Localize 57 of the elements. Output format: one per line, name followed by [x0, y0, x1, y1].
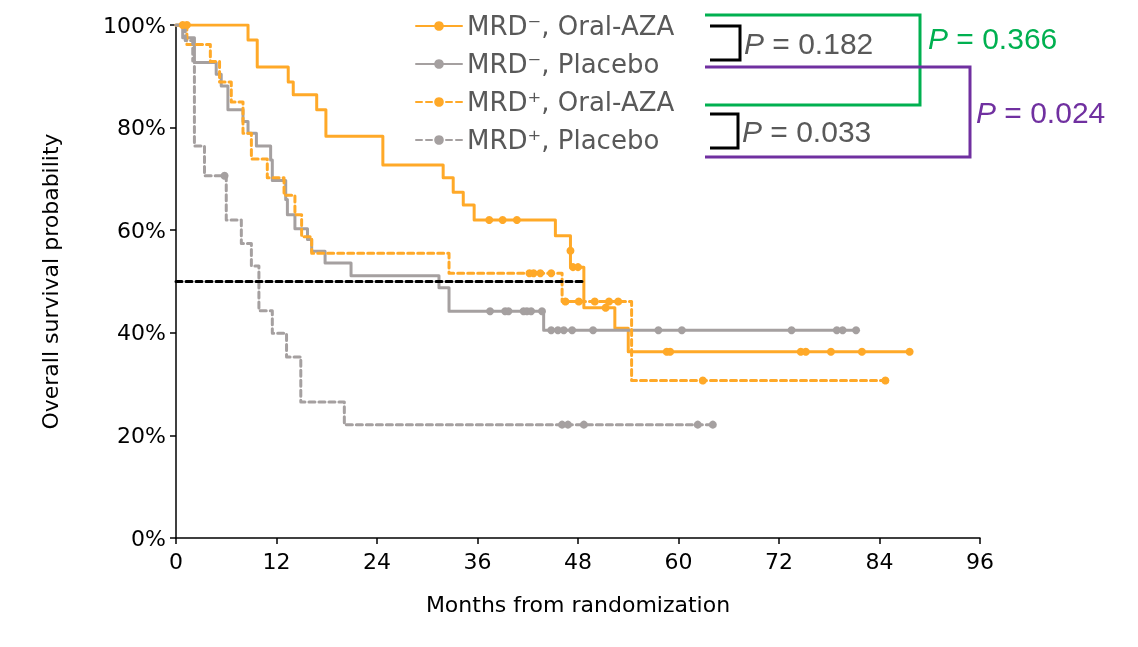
point: [677, 326, 686, 335]
y-tick-label: 40%: [117, 320, 166, 346]
legend-label: MRD⁻, Oral-AZA: [467, 11, 675, 41]
point: [486, 307, 495, 316]
x-tick-label: 48: [564, 548, 592, 574]
point: [857, 347, 866, 356]
point: [605, 297, 613, 306]
point: [547, 269, 556, 278]
point: [838, 326, 847, 335]
x-axis-title: Months from randomization: [425, 591, 731, 617]
point: [698, 376, 707, 385]
point: [654, 326, 663, 335]
point: [485, 215, 494, 224]
x-tick-label: 36: [463, 548, 492, 574]
point: [561, 297, 570, 306]
point: [590, 297, 599, 306]
legend-label: MRD⁺, Placebo: [467, 125, 660, 155]
annotation: P = 0.033: [742, 114, 872, 148]
x-tick-label: 72: [765, 548, 793, 574]
point: [787, 326, 796, 335]
x-tick-label: 12: [262, 548, 291, 574]
point: [708, 420, 717, 429]
point: [568, 326, 577, 335]
point: [574, 263, 582, 272]
legend-label: MRD⁺, Oral-AZA: [467, 87, 675, 117]
point: [905, 347, 914, 356]
x-tick-label: 0: [169, 548, 183, 574]
point: [566, 246, 575, 255]
point: [498, 215, 507, 224]
point: [538, 307, 546, 316]
point: [852, 326, 861, 335]
point: [614, 297, 623, 306]
point: [693, 420, 702, 429]
annotation: P = 0.182: [744, 26, 874, 60]
point: [826, 347, 835, 356]
y-axis-title: Overall survival probability: [37, 133, 63, 430]
point: [547, 326, 556, 335]
point: [220, 171, 229, 180]
y-tick-label: 0%: [131, 525, 166, 551]
x-tick-label: 84: [865, 548, 894, 574]
y-tick-label: 60%: [117, 217, 166, 243]
y-tick-label: 20%: [117, 422, 166, 448]
legend-label: MRD⁻, Placebo: [467, 49, 660, 79]
x-tick-label: 96: [966, 548, 994, 574]
annotation: P = 0.366: [928, 21, 1058, 55]
x-tick-label: 24: [363, 548, 391, 574]
point: [574, 297, 583, 306]
x-tick-label: 60: [664, 548, 693, 574]
annotation: P = 0.024: [976, 95, 1106, 129]
point: [579, 420, 588, 429]
point: [601, 303, 610, 312]
y-tick-label: 80%: [117, 115, 166, 141]
point: [589, 326, 598, 335]
point: [881, 376, 890, 385]
y-tick-label: 100%: [103, 12, 166, 38]
point: [512, 215, 521, 224]
point: [536, 269, 545, 278]
